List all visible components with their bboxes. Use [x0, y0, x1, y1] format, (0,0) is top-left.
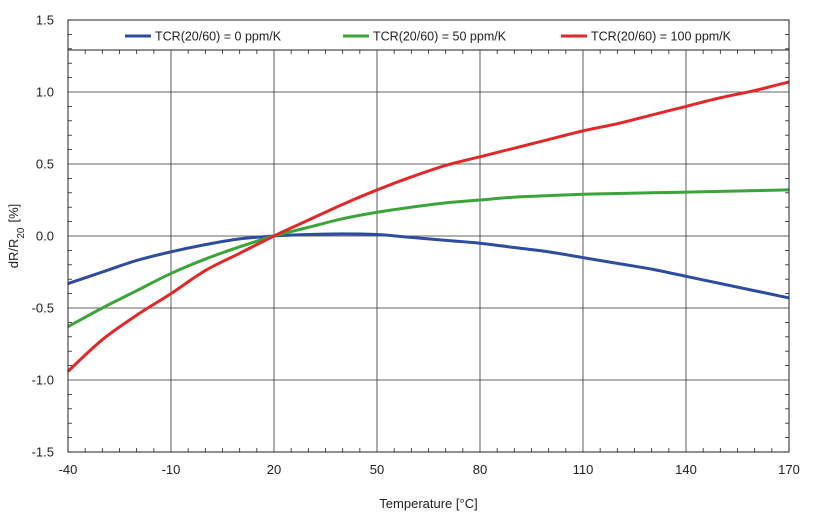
x-tick-label: 110	[573, 462, 594, 477]
series-line-1	[67, 232, 790, 300]
y-axis-title-subscript: 20	[16, 227, 27, 239]
y-tick-label: 0.5	[36, 157, 54, 172]
x-tick-label: 20	[267, 462, 281, 477]
y-tick-label: -0.5	[32, 301, 54, 316]
y-axis-title-unit: [%]	[6, 204, 21, 223]
x-tick-label: 80	[473, 462, 487, 477]
y-tick-label: 1.5	[36, 13, 54, 28]
series-lines	[66, 80, 790, 373]
x-axis-ticks: -40 -10 20 50 80 110 140 170	[59, 50, 800, 477]
x-tick-label: -10	[162, 462, 181, 477]
x-tick-label: 170	[778, 462, 800, 477]
y-axis-title: dR/R20 [%]	[6, 204, 27, 269]
legend-label: TCR(20/60) = 50 ppm/K	[373, 30, 507, 44]
y-tick-label: -1.5	[32, 445, 54, 460]
y-axis-ticks: -1.5 -1.0 -0.5 0.0 0.5 1.0 1.5	[32, 13, 789, 460]
x-axis-title: Temperature [°C]	[379, 496, 477, 511]
legend: TCR(20/60) = 0 ppm/K TCR(20/60) = 50 ppm/…	[68, 30, 789, 51]
series-line-2	[67, 188, 790, 329]
x-tick-label: 50	[370, 462, 384, 477]
y-tick-label: 0.0	[36, 229, 54, 244]
y-tick-label: -1.0	[32, 373, 54, 388]
y-tick-label: 1.0	[36, 85, 54, 100]
x-tick-label: 140	[675, 462, 697, 477]
grid-lines	[68, 50, 789, 452]
legend-label: TCR(20/60) = 100 ppm/K	[591, 30, 732, 44]
legend-label: TCR(20/60) = 0 ppm/K	[155, 30, 282, 44]
y-axis-title-main: dR/R	[6, 239, 21, 269]
x-tick-label: -40	[59, 462, 78, 477]
series-line-3	[66, 80, 790, 373]
